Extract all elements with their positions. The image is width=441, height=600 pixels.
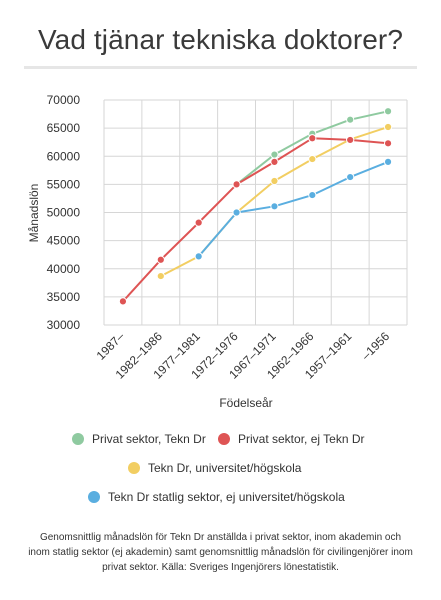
data-point bbox=[308, 154, 317, 164]
legend-item-privat-tekn-dr: Privat sektor, Tekn Dr bbox=[72, 432, 206, 446]
y-tick-label: 40000 bbox=[47, 262, 81, 276]
data-point bbox=[194, 218, 203, 227]
legend-label: Privat sektor, ej Tekn Dr bbox=[238, 432, 365, 446]
data-point bbox=[346, 172, 355, 182]
chart-grid bbox=[103, 99, 408, 326]
page-title: Vad tjänar tekniska doktorer? bbox=[37, 24, 404, 55]
legend-label: Tekn Dr, universitet/högskola bbox=[148, 461, 302, 475]
legend-dot-icon bbox=[218, 433, 230, 445]
series-line bbox=[160, 126, 389, 277]
legend-label: Privat sektor, Tekn Dr bbox=[92, 432, 206, 446]
data-point bbox=[156, 255, 165, 264]
legend-dot-icon bbox=[72, 433, 84, 445]
x-tick-label: –1956 bbox=[359, 329, 393, 363]
data-point bbox=[270, 176, 279, 186]
data-point bbox=[383, 139, 393, 148]
data-point bbox=[156, 271, 165, 281]
title-divider bbox=[24, 66, 417, 69]
data-point bbox=[308, 134, 317, 143]
line-chart: 30000 35000 40000 45000 50000 55000 60000 65000… bbox=[27, 93, 408, 410]
x-axis-label: Födelseår bbox=[219, 396, 272, 410]
legend-dot-icon bbox=[88, 491, 100, 503]
data-point bbox=[383, 157, 393, 166]
y-tick-label: 70000 bbox=[47, 93, 81, 107]
data-point bbox=[232, 208, 241, 217]
x-tick-label: 1987– bbox=[94, 329, 128, 363]
data-point bbox=[346, 135, 355, 145]
y-tick-labels: 30000 35000 40000 45000 50000 55000 60000 65000… bbox=[47, 93, 81, 332]
data-point bbox=[308, 190, 317, 200]
series-line bbox=[122, 137, 389, 303]
chart-caption: Genomsnittlig månadslön för Tekn Dr anst… bbox=[28, 532, 413, 573]
data-point bbox=[118, 297, 128, 306]
legend-dot-icon bbox=[128, 462, 140, 474]
data-point bbox=[346, 115, 355, 124]
x-tick-labels: 1987–1982–19861977–19811972–19761967–197… bbox=[94, 329, 393, 382]
series-points bbox=[118, 107, 393, 306]
y-tick-label: 55000 bbox=[47, 177, 81, 191]
data-point bbox=[232, 180, 241, 189]
data-point bbox=[194, 252, 203, 261]
y-tick-label: 45000 bbox=[47, 234, 81, 248]
legend-item-privat-ej-tekn-dr: Privat sektor, ej Tekn Dr bbox=[218, 432, 365, 446]
series-line bbox=[197, 160, 389, 258]
legend-label: Tekn Dr statlig sektor, ej universitet/h… bbox=[108, 490, 345, 504]
data-point bbox=[270, 150, 279, 159]
legend-item-statlig: Tekn Dr statlig sektor, ej universitet/h… bbox=[88, 490, 345, 504]
series-line bbox=[235, 110, 389, 186]
legend-item-universitet: Tekn Dr, universitet/högskola bbox=[128, 461, 301, 475]
y-tick-label: 35000 bbox=[47, 290, 81, 304]
y-tick-label: 50000 bbox=[47, 206, 81, 220]
data-point bbox=[383, 107, 393, 116]
data-point bbox=[383, 122, 393, 132]
data-point bbox=[270, 157, 279, 166]
y-tick-label: 60000 bbox=[47, 149, 81, 163]
y-tick-label: 65000 bbox=[47, 121, 81, 135]
y-axis-label: Månadslön bbox=[27, 184, 41, 243]
y-tick-label: 30000 bbox=[47, 318, 81, 332]
data-point bbox=[270, 202, 279, 211]
